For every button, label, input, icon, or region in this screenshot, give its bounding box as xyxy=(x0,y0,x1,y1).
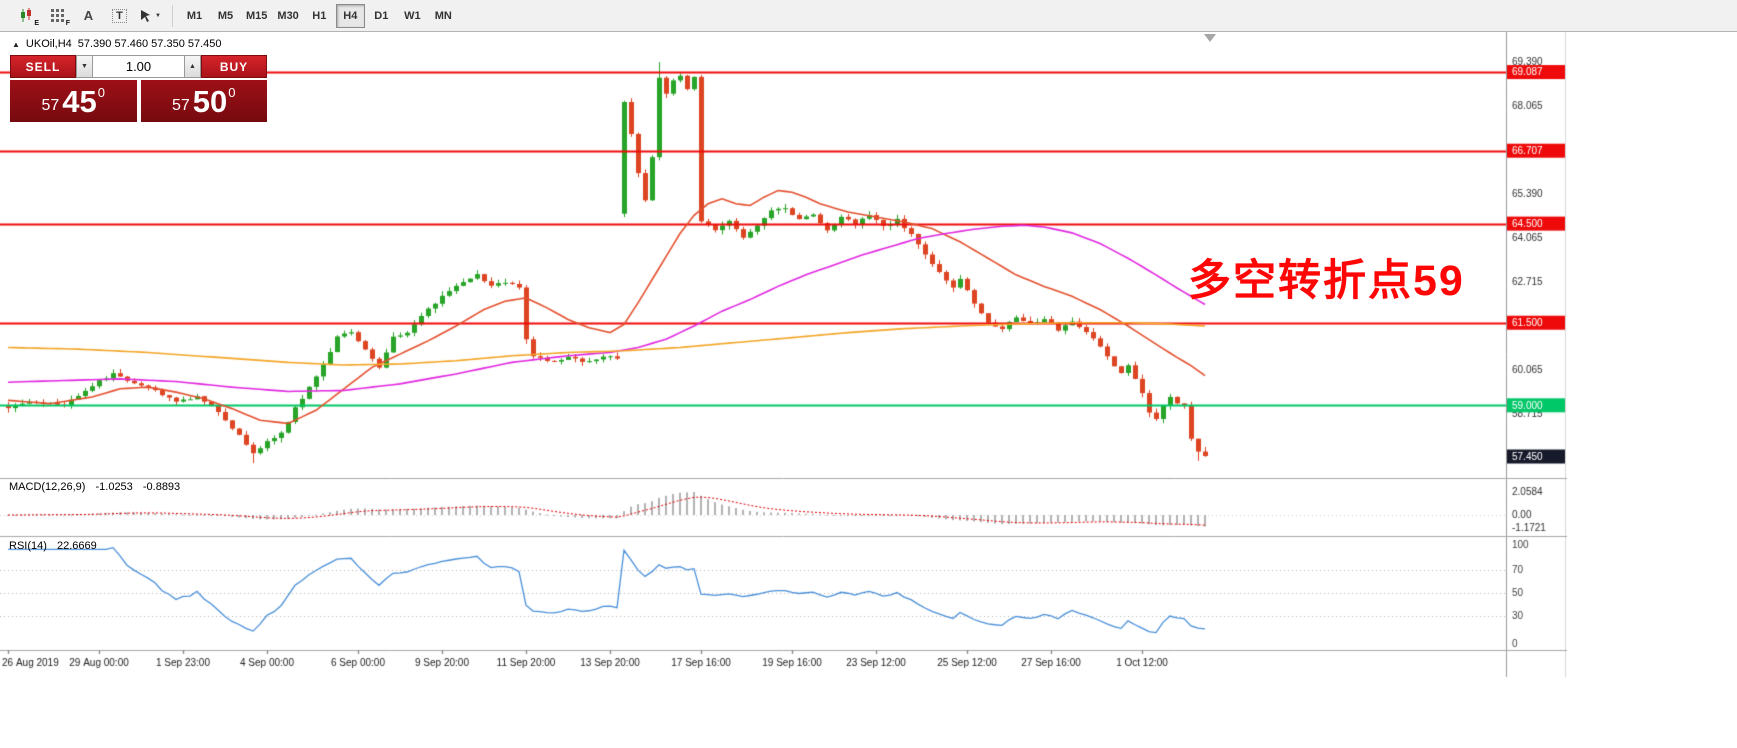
drawing-tools-group: E F A T ▼ xyxy=(12,4,165,28)
symbol-ohlc: 57.390 57.460 57.350 57.450 xyxy=(77,38,222,50)
buy-button[interactable]: BUY xyxy=(201,55,267,78)
macd-value-main: -1.0253 xyxy=(95,481,133,493)
buy-price-sup: 0 xyxy=(228,85,236,100)
trade-panel-prices: 57 45 0 57 50 0 xyxy=(10,80,267,122)
timeframe-button-h1[interactable]: H1 xyxy=(305,4,334,28)
grid-icon xyxy=(51,9,64,22)
symbol-marker-icon: ▲ xyxy=(12,39,20,49)
grid-icon-sub-label: F xyxy=(65,19,70,27)
chart-icon-sub-label: E xyxy=(34,19,39,27)
macd-indicator-label: MACD(12,26,9) -1.0253 -0.8893 xyxy=(9,481,180,493)
text-a-icon: A xyxy=(83,8,94,23)
volume-down-button[interactable]: ▼ xyxy=(76,55,93,78)
sell-price-display[interactable]: 57 45 0 xyxy=(10,80,137,122)
volume-input[interactable] xyxy=(93,55,184,78)
timeframe-button-d1[interactable]: D1 xyxy=(367,4,396,28)
textbox-t-icon: T xyxy=(112,8,127,23)
sell-button[interactable]: SELL xyxy=(10,55,76,78)
chart-window: ▲ UKOil,H4 57.390 57.460 57.350 57.450 S… xyxy=(0,32,1737,748)
rsi-value: 22.6669 xyxy=(56,540,97,552)
candlestick-chart-icon xyxy=(21,8,31,22)
timeframe-button-m1[interactable]: M1 xyxy=(180,4,209,28)
macd-value-signal: -0.8893 xyxy=(142,481,181,493)
cursor-tool-button[interactable]: ▼ xyxy=(136,4,165,28)
trade-panel-controls: SELL ▼ ▲ BUY xyxy=(10,55,267,78)
buy-price-big: 50 xyxy=(192,83,228,119)
buy-price-display[interactable]: 57 50 0 xyxy=(140,80,267,122)
timeframe-button-h4[interactable]: H4 xyxy=(335,3,365,28)
text-label-tool-button[interactable]: A xyxy=(74,4,103,28)
timeframe-button-m30[interactable]: M30 xyxy=(273,4,302,28)
symbol-info: ▲ UKOil,H4 57.390 57.460 57.350 57.450 xyxy=(12,38,222,50)
one-click-trade-panel: SELL ▼ ▲ BUY 57 45 0 57 50 0 xyxy=(10,55,267,122)
symbol-name: UKOil,H4 xyxy=(25,38,72,50)
price-chart-canvas[interactable] xyxy=(0,32,1567,682)
timeframe-button-m15[interactable]: M15 xyxy=(242,4,271,28)
timeframe-group: M1 M5 M15 M30 H1 H4 D1 W1 MN xyxy=(180,3,458,28)
cursor-arrow-icon xyxy=(141,9,151,22)
buy-price-small: 57 xyxy=(171,96,190,114)
candlestick-chart-tool-button[interactable]: E xyxy=(12,4,41,28)
chart-annotation-text: 多空转折点59 xyxy=(1188,257,1465,305)
chevron-down-icon: ▼ xyxy=(155,12,161,19)
rsi-name: RSI(14) xyxy=(9,540,47,552)
timeframe-button-mn[interactable]: MN xyxy=(429,4,458,28)
timeframe-button-w1[interactable]: W1 xyxy=(398,4,427,28)
rsi-indicator-label: RSI(14) 22.6669 xyxy=(9,540,97,552)
timeframe-button-m5[interactable]: M5 xyxy=(211,4,240,28)
sell-price-big: 45 xyxy=(62,83,97,119)
sell-price-sup: 0 xyxy=(97,85,105,100)
textbox-tool-button[interactable]: T xyxy=(105,4,134,28)
macd-name: MACD(12,26,9) xyxy=(9,481,86,493)
toolbar-separator xyxy=(172,4,173,27)
indicator-grid-tool-button[interactable]: F xyxy=(43,4,72,28)
chart-shift-marker[interactable] xyxy=(1204,34,1216,42)
volume-up-button[interactable]: ▲ xyxy=(184,55,201,78)
sell-price-small: 57 xyxy=(41,96,60,114)
main-toolbar: E F A T ▼ M1 M5 M15 M30 H1 H4 D1 W1 MN xyxy=(0,0,1737,32)
